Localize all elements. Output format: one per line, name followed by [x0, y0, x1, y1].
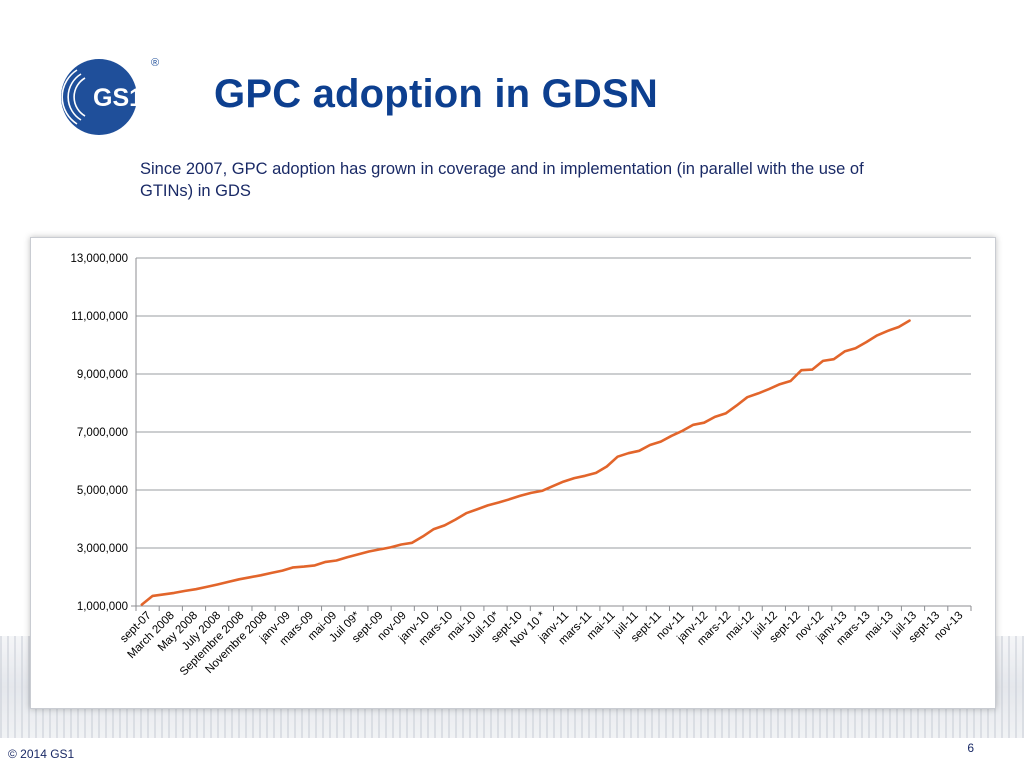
logo-text: GS1	[93, 84, 143, 112]
logo-circle-icon	[61, 59, 137, 135]
page-subtitle: Since 2007, GPC adoption has grown in co…	[140, 160, 864, 200]
series-line	[140, 319, 911, 606]
chart-container: 1,000,000 3,000,000 5,000,000 7,000,000 9,00…	[30, 237, 996, 709]
y-tick-labels: 1,000,000 3,000,000 5,000,000 7,000,000 9,00…	[70, 253, 128, 613]
gs1-logo: GS1 ®	[61, 57, 159, 135]
y-tick-label: 7,000,000	[77, 427, 128, 439]
registered-mark: ®	[151, 57, 159, 69]
y-tick-label: 1,000,000	[77, 601, 128, 613]
y-tick-label: 9,000,000	[77, 369, 128, 381]
y-tick-label: 3,000,000	[77, 543, 128, 555]
y-tick-label: 11,000,000	[71, 311, 128, 323]
page-title: GPC adoption in GDSN	[214, 72, 658, 116]
y-tick-label: 5,000,000	[77, 485, 128, 497]
copyright-text: © 2014 GS1	[8, 747, 75, 761]
page-number: 6	[967, 741, 974, 755]
axis-layer	[131, 258, 972, 611]
line-chart: 1,000,000 3,000,000 5,000,000 7,000,000 9,00…	[70, 253, 972, 678]
grid-layer	[136, 257, 971, 549]
y-tick-label: 13,000,000	[70, 253, 128, 265]
series-layer	[140, 319, 911, 606]
